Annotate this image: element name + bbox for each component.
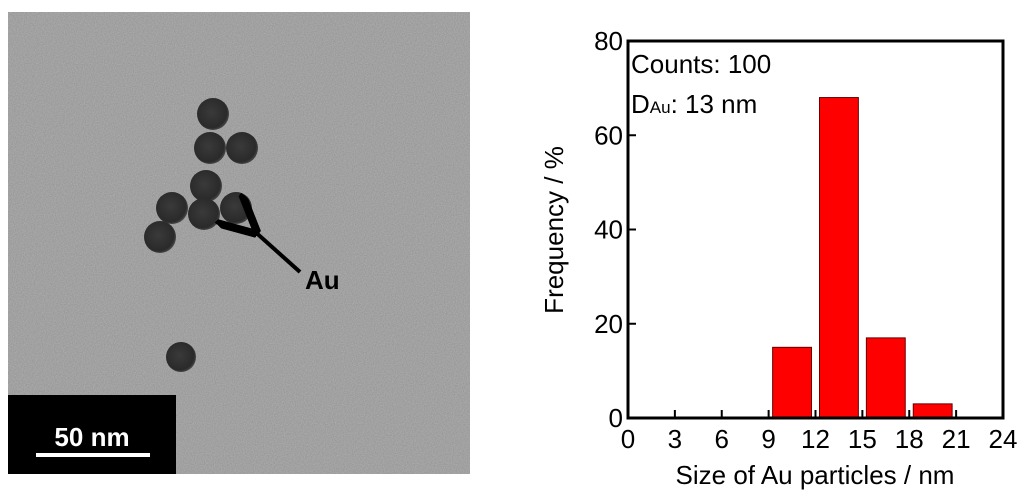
symbol: D xyxy=(631,89,650,119)
y-tick-label: 0 xyxy=(609,403,623,433)
tem-image: Au 50 nm xyxy=(8,12,470,474)
x-tick-label: 6 xyxy=(715,424,729,454)
plot-frame xyxy=(626,39,1005,420)
subscript: Au xyxy=(650,98,671,117)
particle-label: Au xyxy=(305,265,340,295)
histogram: 0 20 40 60 80 0 3 6 9 12 15 18 21 24 xyxy=(594,26,1017,454)
x-tick-label: 3 xyxy=(668,424,682,454)
x-tick-label: 18 xyxy=(895,424,924,454)
x-tick-label: 24 xyxy=(989,424,1018,454)
y-tick-label: 40 xyxy=(594,215,623,245)
y-tick-label: 60 xyxy=(594,120,623,150)
bar xyxy=(772,346,812,419)
x-tick-label: 0 xyxy=(621,424,635,454)
bar xyxy=(865,337,906,419)
arrow xyxy=(252,229,302,274)
bar xyxy=(912,403,953,419)
y-tick-label: 20 xyxy=(594,309,623,339)
annotation-diameter: DAu: 13 nm xyxy=(631,89,757,119)
bar xyxy=(819,97,859,419)
y-axis-label: Frequency / % xyxy=(539,146,569,314)
x-tick-label: 15 xyxy=(848,424,877,454)
x-axis-label: Size of Au particles / nm xyxy=(676,460,955,490)
scale-bar-label: 50 nm xyxy=(54,422,129,452)
text: : 13 nm xyxy=(671,89,758,119)
y-tick-label: 80 xyxy=(594,26,623,56)
x-tick-label: 9 xyxy=(761,424,775,454)
annotation-counts: Counts: 100 xyxy=(631,49,771,79)
x-tick-label: 21 xyxy=(942,424,971,454)
scale-bar-box xyxy=(8,395,176,474)
x-tick-label: 12 xyxy=(801,424,830,454)
